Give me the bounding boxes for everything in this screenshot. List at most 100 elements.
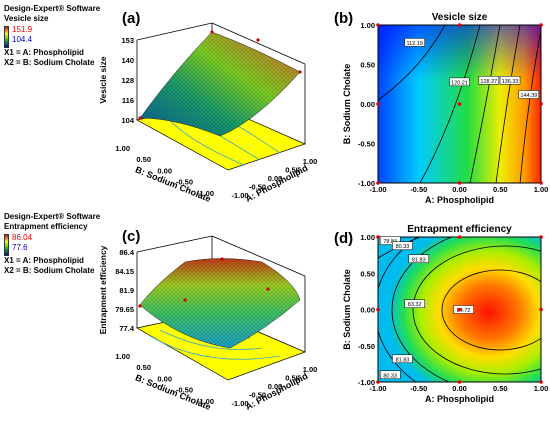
factor-x2: X2 = B: Sodium Cholate bbox=[4, 58, 95, 67]
y-tick-label: -1.00 bbox=[358, 179, 375, 188]
x-tick-label: 0.00 bbox=[452, 185, 467, 194]
contour-label-box bbox=[379, 370, 401, 379]
contour-line bbox=[391, 237, 453, 382]
design-point bbox=[220, 257, 224, 261]
y-tick-label: 0.00 bbox=[360, 100, 375, 109]
contour-label-box bbox=[408, 254, 429, 263]
x-tick-label: -1.00 bbox=[369, 185, 386, 194]
contour-line bbox=[519, 29, 541, 183]
y-tick-label: 1.00 bbox=[360, 21, 375, 30]
design-point bbox=[457, 380, 462, 384]
contour-label-box bbox=[453, 305, 474, 314]
y-tick-label: 0.50 bbox=[360, 269, 375, 278]
x-tick-label: -0.50 bbox=[410, 384, 427, 393]
x-tick-label: 0.50 bbox=[493, 384, 508, 393]
x-tick-label: 1.00 bbox=[534, 185, 549, 194]
y-tick-label: -1.00 bbox=[358, 378, 375, 387]
z-tick-label: 140 bbox=[121, 56, 134, 65]
z-tick-label: 128 bbox=[121, 76, 134, 85]
contour-line bbox=[441, 269, 541, 351]
y-tick-label: 0.00 bbox=[157, 374, 172, 383]
factor-x1: X1 = A: Phospholipid bbox=[4, 48, 84, 57]
y-tick-label: -0.50 bbox=[176, 178, 193, 187]
color-scale-bar bbox=[4, 234, 9, 256]
contour-label: 128.27 bbox=[480, 79, 497, 85]
design-point bbox=[266, 287, 270, 291]
panel-label-c: (c) bbox=[122, 228, 141, 245]
x-tick-label: 0.50 bbox=[285, 374, 300, 383]
software-label: Design-Expert® Software bbox=[4, 4, 101, 13]
x-tick-label: -0.50 bbox=[249, 183, 266, 192]
z-tick-label: 79.65 bbox=[115, 305, 134, 314]
contour-label-box bbox=[379, 236, 401, 245]
y-tick-label: 1.00 bbox=[115, 144, 130, 153]
chart-title: Entrapment efficiency bbox=[407, 224, 512, 235]
legend-low: 77.6 bbox=[12, 243, 28, 252]
z-tick-label: 77.4 bbox=[119, 324, 134, 333]
design-point bbox=[457, 235, 462, 239]
surface-plot-c: 77.4 79.65 81.9 84.15 86.4 Entrapment efficie… bbox=[98, 235, 317, 412]
design-points bbox=[138, 30, 302, 120]
contour-label: 112.19 bbox=[406, 41, 422, 47]
surface-mesh bbox=[140, 32, 300, 136]
x-axis-title: A: Phospholipid bbox=[425, 195, 494, 205]
x-tick-label: 1.00 bbox=[534, 384, 549, 393]
contour-line bbox=[412, 245, 541, 375]
z-axis-title: Entrapment efficiency bbox=[98, 245, 108, 334]
x-tick-label: 0.00 bbox=[268, 382, 283, 391]
y-tick-label: 0.50 bbox=[360, 61, 375, 70]
y-tick-label: 1.00 bbox=[360, 233, 375, 242]
contour-line bbox=[495, 25, 521, 183]
x-tick-label: 0.50 bbox=[285, 166, 300, 175]
y-tick-label: 0.50 bbox=[136, 363, 151, 372]
contour-line bbox=[469, 25, 501, 183]
y-tick-label: 0.00 bbox=[157, 166, 172, 175]
factor-x2: X2 = B: Sodium Cholate bbox=[4, 266, 95, 275]
contour-line bbox=[378, 25, 446, 101]
y-axis-title: B: Sodium Cholate bbox=[342, 64, 352, 145]
y-tick-label: 1.00 bbox=[115, 352, 130, 361]
contour-plot-b: 112.19 120.21 128.27 136.33 144.39 -1.00 -0.5… bbox=[342, 12, 548, 205]
design-point bbox=[376, 380, 380, 384]
x-tick-label: -1.00 bbox=[231, 191, 248, 200]
back-axis bbox=[211, 235, 306, 277]
contour-label: 83.32 bbox=[408, 302, 422, 308]
x-tick-label: -1.00 bbox=[369, 384, 386, 393]
design-point bbox=[138, 304, 142, 308]
z-tick-label: 84.15 bbox=[115, 267, 134, 276]
z-tick-label: 116 bbox=[122, 96, 134, 105]
contour-label: 120.21 bbox=[451, 80, 468, 86]
design-point bbox=[539, 181, 543, 185]
back-axis bbox=[136, 22, 213, 41]
response-label: Vesicle size bbox=[4, 14, 49, 23]
design-point bbox=[539, 235, 543, 239]
contour-label-box bbox=[518, 90, 540, 99]
y-tick-label: -0.50 bbox=[358, 140, 375, 149]
design-points bbox=[138, 257, 270, 308]
software-label: Design-Expert® Software bbox=[4, 212, 101, 221]
design-point bbox=[376, 102, 380, 106]
y-tick-label: -1.00 bbox=[197, 397, 214, 406]
design-point bbox=[183, 298, 187, 302]
info-block-entrapment: Design-Expert® Software Entrapment effic… bbox=[4, 212, 100, 276]
design-point bbox=[376, 181, 380, 185]
design-point bbox=[539, 23, 543, 27]
design-point bbox=[210, 30, 214, 34]
design-point bbox=[376, 23, 380, 27]
color-scale-bar bbox=[4, 26, 9, 48]
y-tick-label: 0.00 bbox=[360, 306, 375, 315]
design-point bbox=[457, 102, 462, 106]
design-point bbox=[376, 235, 380, 239]
legend-high: 151.9 bbox=[12, 25, 33, 34]
z-tick-label: 86.4 bbox=[119, 248, 134, 257]
y-tick-label: -1.00 bbox=[197, 189, 214, 198]
contour-label: 136.33 bbox=[502, 79, 519, 85]
back-axis bbox=[211, 22, 306, 65]
contour-label-box bbox=[499, 76, 521, 85]
design-point bbox=[457, 23, 462, 27]
surface-mesh bbox=[140, 258, 300, 348]
chart-title: Vesicle size bbox=[432, 12, 488, 23]
y-axis-title: B: Sodium Cholate bbox=[342, 269, 352, 350]
